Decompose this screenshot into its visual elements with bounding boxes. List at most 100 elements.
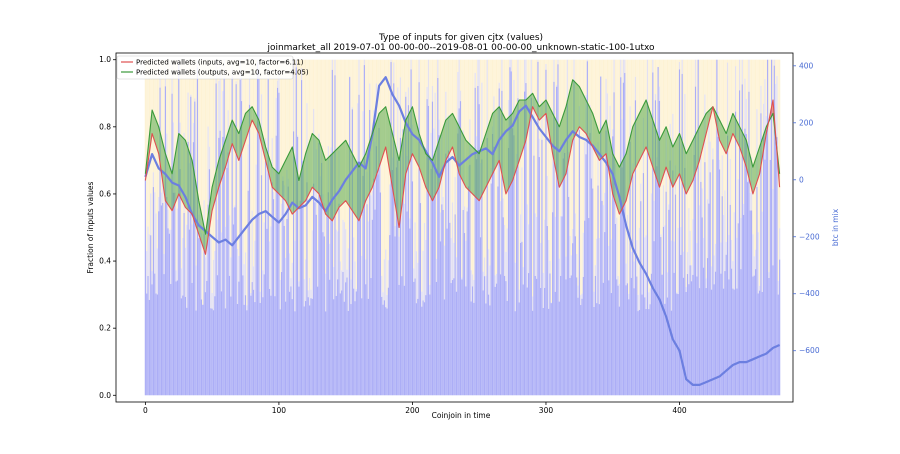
- bg-bar-blue: [282, 181, 283, 395]
- bg-bar-lavender: [277, 81, 278, 88]
- bg-bar-lavender: [524, 60, 525, 92]
- fill-outputs-above: [312, 134, 319, 194]
- bg-bar-blue: [401, 276, 402, 395]
- bg-bar-blue: [670, 161, 671, 396]
- bg-bar-lavender: [495, 275, 496, 287]
- bg-bar-blue: [723, 289, 724, 396]
- bg-bar-yellow: [735, 60, 736, 66]
- bg-bar-blue: [605, 131, 606, 396]
- bg-bar-lavender: [555, 217, 556, 292]
- bg-bar-blue: [497, 186, 498, 395]
- bg-bar-blue: [678, 294, 679, 395]
- bg-bar-blue: [687, 274, 688, 395]
- bg-bar-lavender: [496, 274, 497, 284]
- bg-bar-blue: [372, 220, 373, 396]
- bg-bar-blue: [374, 210, 375, 396]
- bg-bar-lavender: [194, 98, 195, 101]
- bg-bar-blue: [648, 309, 649, 395]
- bg-bar-lavender: [536, 217, 537, 279]
- bg-bar-yellow: [650, 60, 651, 288]
- bg-bar-lavender: [531, 60, 532, 98]
- bg-bar-blue: [642, 295, 643, 396]
- bg-bar-yellow: [469, 60, 470, 120]
- bg-bar-lavender: [544, 220, 545, 288]
- bg-bar-lavender: [479, 60, 480, 104]
- bg-bar-blue: [338, 204, 339, 396]
- bg-bar-blue: [549, 273, 550, 395]
- bg-bar-lavender: [759, 286, 760, 291]
- bg-bar-yellow: [548, 60, 549, 240]
- bg-bar-lavender: [370, 195, 371, 278]
- bg-bar-blue: [412, 181, 413, 395]
- bg-bar-yellow: [762, 60, 763, 212]
- bg-bar-blue: [728, 279, 729, 395]
- bg-bar-blue: [324, 236, 325, 395]
- bg-bar-blue: [441, 204, 442, 395]
- bg-bar-lavender: [638, 295, 639, 311]
- bg-bar-blue: [288, 187, 289, 396]
- bg-bar-lavender: [256, 165, 257, 218]
- bg-bar-lavender: [655, 94, 656, 100]
- bg-bar-lavender: [731, 240, 732, 269]
- bg-bar-blue: [668, 210, 669, 395]
- bg-bar-blue: [238, 282, 239, 396]
- bg-bar-yellow: [655, 60, 656, 94]
- bg-bar-yellow: [768, 60, 769, 272]
- bg-bar-lavender: [405, 92, 406, 97]
- bg-bar-lavender: [499, 83, 500, 89]
- bg-bar-lavender: [274, 219, 275, 296]
- bg-bar-lavender: [317, 250, 318, 286]
- bg-bar-yellow: [556, 60, 557, 85]
- bg-bar-blue: [392, 170, 393, 395]
- bg-bar-lavender: [778, 281, 779, 295]
- bg-bar-lavender: [748, 60, 749, 92]
- bg-bar-blue: [361, 298, 362, 395]
- bg-bar-blue: [393, 83, 394, 395]
- bg-bar-lavender: [678, 228, 679, 294]
- bg-bar-blue: [272, 182, 273, 395]
- bg-bar-lavender: [254, 241, 255, 302]
- bg-bar-lavender: [648, 292, 649, 309]
- bg-bar-lavender: [642, 270, 643, 295]
- bg-bar-lavender: [619, 284, 620, 307]
- bg-bar-lavender: [354, 261, 355, 301]
- bg-bar-blue: [419, 82, 420, 395]
- bg-bar-blue: [416, 303, 417, 395]
- bg-bar-lavender: [309, 278, 310, 306]
- bg-bar-blue: [298, 287, 299, 396]
- bg-bar-lavender: [505, 252, 506, 281]
- bg-bar-lavender: [559, 259, 560, 302]
- bg-bar-lavender: [517, 60, 518, 98]
- bg-bar-lavender: [397, 87, 398, 160]
- bg-bar-blue: [475, 88, 476, 395]
- bg-bar-blue: [638, 311, 639, 395]
- bg-bar-blue: [716, 60, 717, 396]
- bg-bar-blue: [246, 310, 247, 395]
- bg-bar-yellow: [497, 60, 498, 107]
- bg-bar-blue: [604, 232, 605, 395]
- bg-bar-blue: [615, 224, 616, 395]
- bg-bar-lavender: [659, 87, 660, 101]
- bg-bar-blue: [155, 294, 156, 396]
- bg-bar-yellow: [751, 60, 752, 157]
- bg-bar-blue: [166, 197, 167, 395]
- bg-bar-lavender: [746, 99, 747, 134]
- bg-bar-blue: [229, 276, 230, 395]
- bg-bar-lavender: [325, 274, 326, 312]
- bg-bar-lavender: [714, 255, 715, 284]
- bg-bar-blue: [389, 235, 390, 395]
- bg-bar-blue: [201, 299, 202, 395]
- bg-bar-lavender: [464, 206, 465, 233]
- bg-bar-blue: [170, 284, 171, 395]
- bg-bar-blue: [671, 311, 672, 396]
- bg-bar-blue: [417, 299, 418, 395]
- bg-bar-lavender: [222, 91, 223, 137]
- bg-bar-lavender: [680, 227, 681, 255]
- bg-bar-yellow: [433, 60, 434, 129]
- bg-bar-blue: [242, 275, 243, 395]
- bg-bar-blue: [249, 105, 250, 396]
- bg-bar-lavender: [248, 144, 249, 190]
- bg-bar-blue: [200, 237, 201, 396]
- bg-bar-blue: [150, 235, 151, 395]
